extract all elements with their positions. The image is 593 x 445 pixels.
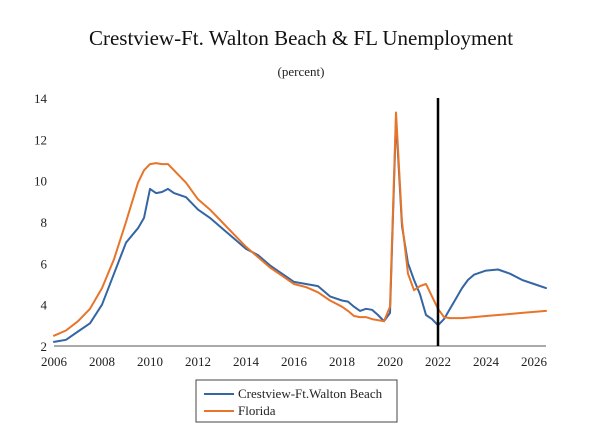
x-tick-label: 2018 — [329, 354, 355, 369]
legend-label-1: Florida — [238, 403, 276, 418]
y-tick-label: 4 — [41, 298, 48, 313]
legend-box — [195, 379, 398, 423]
series-line-0 — [53, 117, 547, 343]
x-tick-label: 2024 — [473, 354, 500, 369]
x-tick-label: 2006 — [41, 354, 68, 369]
x-tick-label: 2026 — [521, 354, 548, 369]
series-line-1 — [53, 111, 547, 337]
x-tick-label: 2016 — [281, 354, 308, 369]
y-tick-label: 8 — [41, 215, 48, 230]
series-lines — [53, 111, 547, 343]
legend-label-0: Crestview-Ft.Walton Beach — [238, 386, 383, 401]
y-tick-label: 10 — [34, 174, 47, 189]
y-tick-label: 6 — [41, 256, 48, 271]
y-tick-label: 12 — [34, 132, 47, 147]
x-tick-label: 2022 — [425, 354, 451, 369]
chart-subtitle: (percent) — [278, 64, 325, 79]
x-tick-label: 2012 — [185, 354, 211, 369]
x-tick-label: 2010 — [137, 354, 163, 369]
x-tick-label: 2020 — [377, 354, 403, 369]
y-tick-label: 14 — [34, 91, 48, 106]
legend: Crestview-Ft.Walton Beach Florida — [195, 379, 398, 423]
x-tick-label: 2008 — [89, 354, 115, 369]
chart-title: Crestview-Ft. Walton Beach & FL Unemploy… — [89, 26, 513, 50]
x-tick-label: 2014 — [233, 354, 260, 369]
x-axis-tick-labels: 2006 2008 2010 2012 2014 2016 2018 2020 2022 2024… — [41, 354, 548, 369]
y-axis-tick-labels: 2 4 6 8 10 12 14 — [34, 91, 48, 354]
y-tick-label: 2 — [41, 339, 48, 354]
